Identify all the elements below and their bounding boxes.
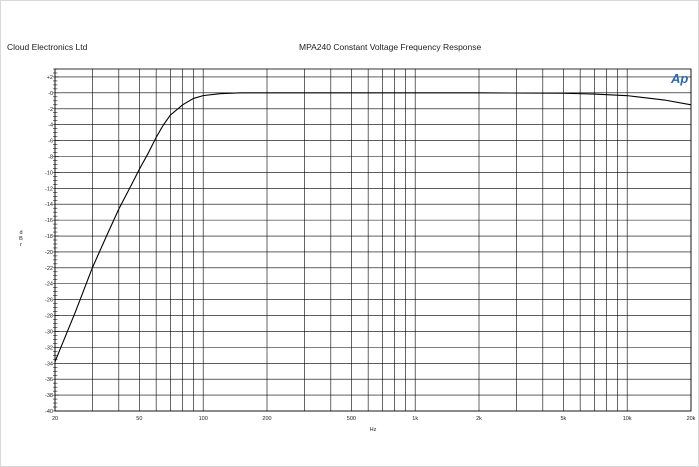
- y-tick-label: -16: [45, 218, 53, 224]
- y-tick-label: -18: [45, 234, 53, 240]
- y-tick-label: -12: [45, 186, 53, 192]
- x-tick-label: 20k: [687, 416, 696, 422]
- y-tick-label: -38: [45, 393, 53, 399]
- y-tick-label: +2: [47, 75, 53, 81]
- y-tick-label: -8: [48, 154, 53, 160]
- y-tick-label: -0: [48, 91, 53, 97]
- y-tick-label: -40: [45, 409, 53, 415]
- y-axis-label: dBr: [19, 230, 23, 248]
- x-tick-label: 200: [262, 416, 271, 422]
- series-line: [54, 92, 692, 362]
- grid-lines: [54, 69, 692, 412]
- y-tick-label: -4: [48, 123, 53, 129]
- x-tick-label: 50: [136, 416, 142, 422]
- y-tick-label: -22: [45, 266, 53, 272]
- y-tick-label: -2: [48, 107, 53, 113]
- chart-title: MPA240 Constant Voltage Frequency Respon…: [299, 42, 482, 52]
- series-lines: [54, 92, 692, 362]
- x-tick-label: 500: [347, 416, 356, 422]
- y-axis-label-letter: r: [20, 242, 22, 248]
- y-tick-label: -36: [45, 377, 53, 383]
- y-axis-label-letter: B: [19, 236, 23, 242]
- y-tick-label: -24: [45, 282, 53, 288]
- y-tick-label: -20: [45, 250, 53, 256]
- y-tick-label: -30: [45, 329, 53, 335]
- y-tick-label: -28: [45, 314, 53, 320]
- plot-area-border: [54, 68, 692, 412]
- y-tick-label: -10: [45, 170, 53, 176]
- x-tick-label: 1k: [412, 416, 418, 422]
- x-tick-label: 10k: [623, 416, 632, 422]
- y-tick-label: -14: [45, 202, 53, 208]
- x-tick-labels: 20 50 100 200 500 1k 2k 5k 10k 20k: [52, 416, 696, 422]
- y-tick-label: -34: [45, 361, 53, 367]
- y-tick-label: -32: [45, 345, 53, 351]
- x-tick-label: 20: [52, 416, 58, 422]
- y-tick-label: -26: [45, 298, 53, 304]
- company-name: Cloud Electronics Ltd: [7, 42, 88, 52]
- y-tick-labels: +2 -0 -2 -4 -6 -8 -10 -12 -14 -16 -18 -20 -22 -24 -26 -…: [45, 75, 53, 415]
- axis-minor-ticks: [53, 68, 59, 412]
- x-axis-label: Hz: [370, 427, 377, 433]
- y-axis-label-letter: d: [19, 230, 22, 236]
- x-tick-label: 2k: [476, 416, 482, 422]
- x-tick-label: 5k: [560, 416, 566, 422]
- y-tick-label: -6: [48, 139, 53, 145]
- ap-logo: Ap: [670, 71, 688, 86]
- x-tick-label: 100: [199, 416, 208, 422]
